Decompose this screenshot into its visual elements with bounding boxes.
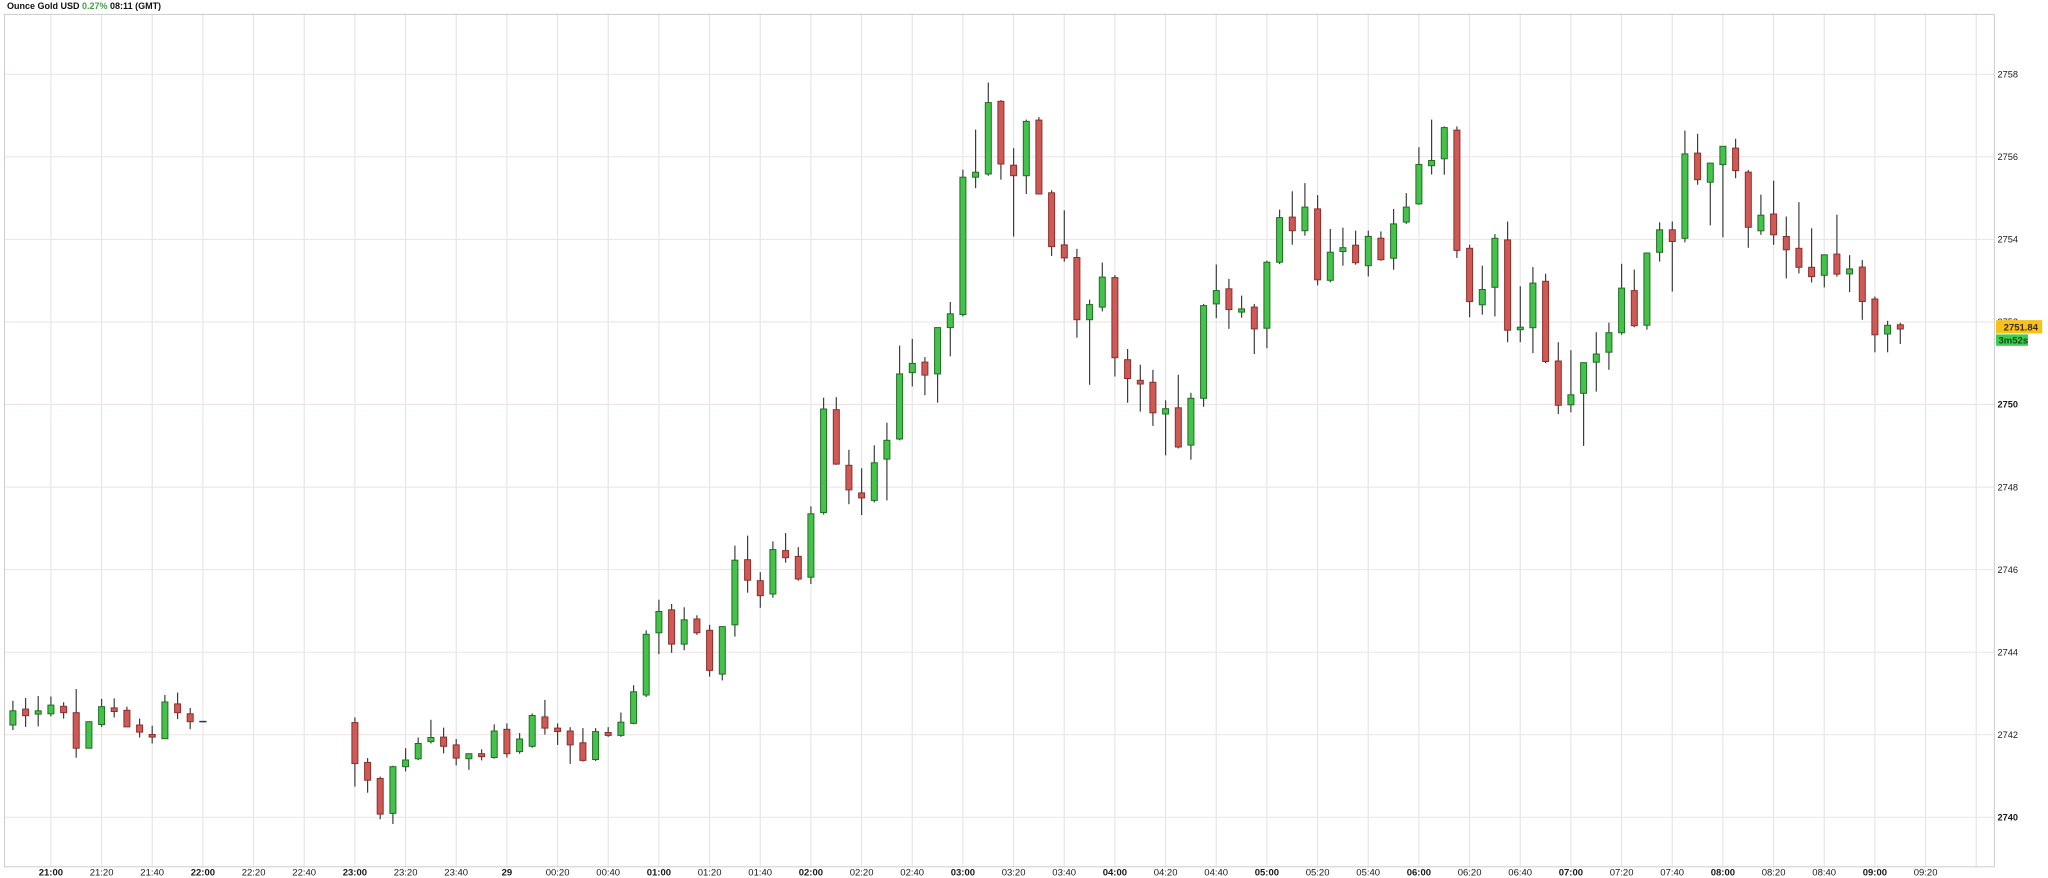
svg-text:22:00: 22:00 [191,868,215,878]
svg-text:09:20: 09:20 [1914,868,1938,878]
svg-text:23:20: 23:20 [394,868,418,878]
svg-text:29: 29 [502,868,513,878]
svg-text:05:20: 05:20 [1306,868,1330,878]
svg-text:04:20: 04:20 [1154,868,1178,878]
svg-text:2740: 2740 [1998,813,2018,823]
svg-text:07:00: 07:00 [1559,868,1583,878]
svg-text:21:00: 21:00 [39,868,63,878]
svg-text:09:00: 09:00 [1863,868,1887,878]
svg-text:22:20: 22:20 [242,868,266,878]
svg-text:03:20: 03:20 [1002,868,1026,878]
svg-text:02:40: 02:40 [900,868,924,878]
svg-text:2758: 2758 [1998,70,2018,80]
svg-text:04:40: 04:40 [1204,868,1228,878]
svg-text:2748: 2748 [1998,482,2018,492]
svg-text:23:00: 23:00 [343,868,367,878]
svg-text:08:20: 08:20 [1762,868,1786,878]
svg-text:2756: 2756 [1998,152,2018,162]
svg-text:08:40: 08:40 [1812,868,1836,878]
svg-text:23:40: 23:40 [444,868,468,878]
svg-text:2754: 2754 [1998,235,2018,245]
svg-text:02:20: 02:20 [850,868,874,878]
svg-text:2746: 2746 [1998,565,2018,575]
svg-text:01:20: 01:20 [698,868,722,878]
svg-text:06:40: 06:40 [1508,868,1532,878]
svg-text:07:40: 07:40 [1660,868,1684,878]
svg-text:3m52s: 3m52s [1999,335,2029,346]
svg-text:07:20: 07:20 [1610,868,1634,878]
svg-text:2751.84: 2751.84 [2004,323,2039,334]
svg-text:03:40: 03:40 [1052,868,1076,878]
svg-text:05:40: 05:40 [1356,868,1380,878]
svg-text:00:40: 00:40 [596,868,620,878]
svg-text:06:20: 06:20 [1458,868,1482,878]
svg-text:21:20: 21:20 [90,868,114,878]
svg-text:2744: 2744 [1998,647,2018,657]
svg-text:01:00: 01:00 [647,868,671,878]
svg-text:2742: 2742 [1998,730,2018,740]
svg-text:21:40: 21:40 [140,868,164,878]
svg-text:Ounce Gold USD 0.27% 08:11 (GM: Ounce Gold USD 0.27% 08:11 (GMT) [7,1,161,11]
svg-text:2750: 2750 [1998,400,2018,410]
svg-text:02:00: 02:00 [799,868,823,878]
svg-text:03:00: 03:00 [951,868,975,878]
svg-text:22:40: 22:40 [292,868,316,878]
svg-text:05:00: 05:00 [1255,868,1279,878]
svg-text:06:00: 06:00 [1407,868,1431,878]
svg-text:08:00: 08:00 [1711,868,1735,878]
svg-text:01:40: 01:40 [748,868,772,878]
svg-text:00:20: 00:20 [546,868,570,878]
svg-text:04:00: 04:00 [1103,868,1127,878]
